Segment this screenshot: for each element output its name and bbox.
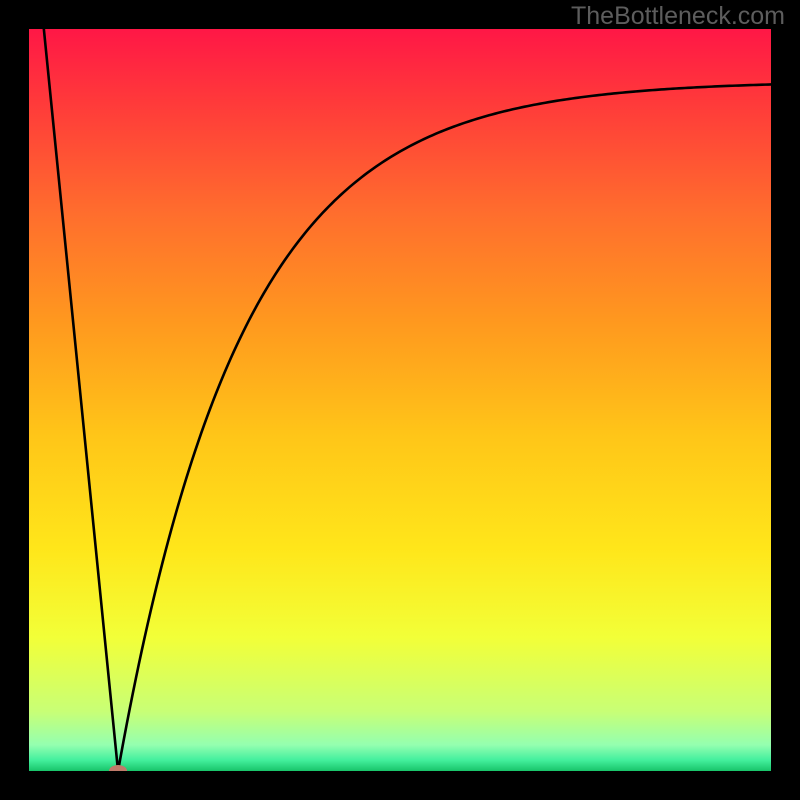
plot-area	[29, 29, 771, 771]
watermark-text: TheBottleneck.com	[571, 2, 785, 31]
chart-figure: TheBottleneck.com	[0, 0, 800, 800]
